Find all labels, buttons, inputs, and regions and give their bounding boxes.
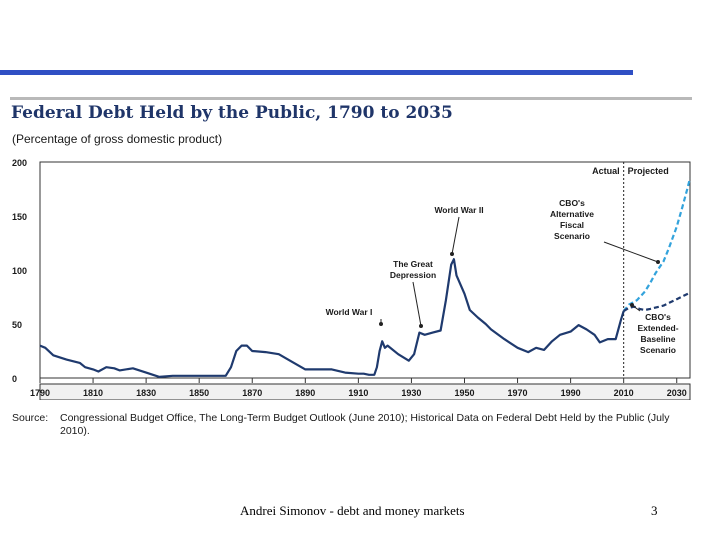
annotation-arrowhead: [656, 260, 660, 264]
x-tick-label: 1890: [295, 388, 315, 398]
y-tick-label: 0: [12, 374, 17, 384]
x-tick-label: 1790: [30, 388, 50, 398]
y-tick-label: 200: [12, 158, 27, 168]
chart-frame-rule: [10, 97, 692, 100]
source-label: Source:: [12, 412, 49, 424]
chart-subtitle: (Percentage of gross domestic product): [12, 132, 223, 146]
annotation-label: World War I: [326, 307, 373, 317]
annotation-arrowhead: [450, 252, 454, 256]
annotation-label: The Great Depression: [390, 259, 436, 280]
plot-frame: [39, 161, 691, 379]
x-tick-label: 1930: [401, 388, 421, 398]
chart-title: Federal Debt Held by the Public, 1790 to…: [11, 103, 453, 123]
slide-footer: Andrei Simonov - debt and money markets: [240, 503, 465, 518]
y-tick-label: 50: [12, 320, 22, 330]
x-tick-label: 1830: [136, 388, 156, 398]
page-number: 3: [651, 503, 658, 518]
annotation-arrowhead: [419, 324, 423, 328]
x-tick-label: 2010: [614, 388, 634, 398]
extended-baseline-line: [623, 291, 691, 312]
x-axis-band: [39, 383, 691, 400]
x-tick-label: 1870: [242, 388, 262, 398]
series-lines: [39, 177, 692, 378]
actual-debt-line: [39, 258, 625, 378]
alternative-fiscal-line: [622, 177, 692, 312]
actual-label: Actual: [592, 166, 620, 176]
x-tick-label: 2030: [667, 388, 687, 398]
debt-line-chart: 0 50 100 150 200 1790 1810 1830 1850 1870 1890 1910…: [12, 158, 692, 400]
x-tick-label: 1990: [561, 388, 581, 398]
annotation-arrow: [451, 216, 460, 255]
annotations: World War I The Great Depression World War …: [326, 198, 679, 355]
annotation-arrow: [412, 281, 422, 327]
annotation-label: World War II: [434, 205, 483, 215]
x-tick-label: 1810: [83, 388, 103, 398]
annotation-arrowhead: [630, 303, 634, 307]
annotation-arrow: [603, 241, 659, 263]
annotation-label: CBO's Alternative Fiscal Scenario: [550, 198, 594, 241]
annotation-arrowhead: [379, 322, 383, 326]
x-tick-label: 1970: [508, 388, 528, 398]
source-text: Congressional Budget Office, The Long-Te…: [60, 412, 670, 437]
axes: 0 50 100 150 200 1790 1810 1830 1850 1870 1890 1910…: [12, 158, 691, 400]
x-tick-label: 1910: [348, 388, 368, 398]
y-tick-label: 150: [12, 212, 27, 222]
annotation-label: CBO's Extended-Baseline Scenario: [637, 312, 678, 355]
slide-accent-bar: [0, 70, 633, 75]
projected-label: Projected: [628, 166, 669, 176]
y-tick-label: 100: [12, 266, 27, 276]
x-tick-label: 1850: [189, 388, 209, 398]
x-tick-label: 1950: [454, 388, 474, 398]
